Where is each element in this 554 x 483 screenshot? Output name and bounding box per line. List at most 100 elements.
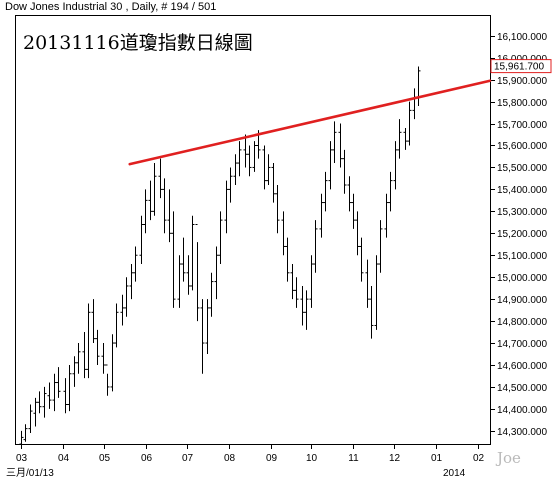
last-value-marker: 15,961.700 xyxy=(490,59,552,74)
x-tick-label: 01 xyxy=(431,453,443,464)
ohlc-bar xyxy=(114,303,119,348)
ohlc-bar xyxy=(205,299,210,355)
x-tick-label: 12 xyxy=(389,453,401,464)
y-tick-label: 16,100.000 xyxy=(497,32,547,43)
x-tick-label: 02 xyxy=(473,453,485,464)
ohlc-bar xyxy=(300,285,305,326)
ohlc-bar xyxy=(237,141,242,177)
ohlc-bar xyxy=(82,332,87,379)
chart-header: Dow Jones Industrial 30 , Daily, # 194 /… xyxy=(5,1,217,13)
ohlc-bar xyxy=(72,356,77,387)
x-tick-label: 03 xyxy=(16,453,28,464)
ohlc-bar xyxy=(281,211,286,256)
ohlc-bar xyxy=(275,185,280,234)
ohlc-bar xyxy=(129,264,134,300)
ohlc-bar xyxy=(76,343,81,374)
y-tick-label: 14,300.000 xyxy=(497,427,547,438)
ohlc-bar xyxy=(319,193,324,238)
ohlc-bar xyxy=(162,178,167,234)
x-tick-label: 07 xyxy=(182,453,194,464)
ohlc-bar xyxy=(101,343,106,374)
ohlc-bar xyxy=(56,367,61,398)
ohlc-bar xyxy=(139,215,144,265)
x-tick-label: 05 xyxy=(99,453,111,464)
ohlc-bar xyxy=(378,220,383,273)
x-tick-label: 04 xyxy=(58,453,70,464)
ohlc-bar xyxy=(328,141,333,190)
ohlc-bar xyxy=(313,220,318,273)
y-axis-ticks: 14,300.000 14,400.000 14,500.000 14,600.000… xyxy=(490,32,547,438)
y-tick-label: 15,400.000 xyxy=(497,185,547,196)
ohlc-bars xyxy=(19,66,421,445)
ohlc-bar xyxy=(365,259,370,308)
ohlc-bar xyxy=(351,193,356,229)
plot-frame xyxy=(15,15,491,445)
y-tick-label: 14,500.000 xyxy=(497,383,547,394)
ohlc-bar xyxy=(393,141,398,190)
y-tick-label: 15,600.000 xyxy=(497,141,547,152)
x-axis-ticks: 03 04 05 06 07 08 09 10 11 12 01 02 xyxy=(16,444,485,464)
ohlc-bar xyxy=(158,158,163,199)
ohlc-bar xyxy=(304,290,309,330)
y-tick-label: 15,100.000 xyxy=(497,251,547,262)
ohlc-bar xyxy=(384,193,389,238)
x-tick-label: 09 xyxy=(266,453,278,464)
ohlc-bar xyxy=(120,294,125,326)
ohlc-bar xyxy=(105,364,110,396)
y-tick-label: 14,900.000 xyxy=(497,295,547,306)
ohlc-bar xyxy=(224,180,229,234)
ohlc-bar xyxy=(397,119,402,159)
ohlc-bar xyxy=(52,373,57,412)
x-start-label: 三月/01/13 xyxy=(6,467,54,479)
ohlc-bar xyxy=(347,176,352,212)
y-tick-label: 15,800.000 xyxy=(497,98,547,109)
y-tick-label: 15,300.000 xyxy=(497,207,547,218)
ohlc-bar xyxy=(323,171,328,212)
trendline xyxy=(128,79,492,166)
ohlc-bar xyxy=(23,424,28,442)
ohlc-bar xyxy=(42,386,47,418)
ohlc-bar xyxy=(177,255,182,308)
ohlc-bar xyxy=(67,364,72,412)
ohlc-bar xyxy=(214,246,219,300)
y-tick-label: 15,000.000 xyxy=(497,273,547,284)
ohlc-bar xyxy=(271,163,276,203)
ohlc-bar xyxy=(133,246,138,282)
ohlc-bar xyxy=(110,334,115,392)
ohlc-bar xyxy=(91,299,96,344)
watermark: Joe xyxy=(497,449,521,467)
ohlc-bar xyxy=(374,255,379,330)
ohlc-bar xyxy=(266,154,271,186)
y-tick-label: 15,500.000 xyxy=(497,163,547,174)
y-tick-label: 14,400.000 xyxy=(497,405,547,416)
ohlc-bar xyxy=(355,211,360,256)
ohlc-bar xyxy=(252,141,257,172)
ohlc-bar xyxy=(369,285,374,339)
ohlc-bar xyxy=(28,404,33,434)
x-tick-label: 10 xyxy=(306,453,318,464)
y-tick-label: 14,800.000 xyxy=(497,317,547,328)
ohlc-bar xyxy=(95,329,100,365)
ohlc-bar xyxy=(342,149,347,194)
ohlc-bar xyxy=(359,237,364,282)
ohlc-bar xyxy=(37,391,42,414)
ohlc-bar xyxy=(47,382,52,409)
y-tick-label: 15,200.000 xyxy=(497,229,547,240)
ohlc-bar xyxy=(152,163,157,216)
y-tick-label: 14,700.000 xyxy=(497,339,547,350)
x-tick-label: 08 xyxy=(224,453,236,464)
ohlc-bar xyxy=(416,66,421,106)
ohlc-bar xyxy=(195,224,200,322)
ohlc-bar xyxy=(412,88,417,120)
x-year-label: 2014 xyxy=(443,468,466,479)
ohlc-bar xyxy=(285,237,290,282)
ohlc-bar xyxy=(190,215,195,291)
ohlc-bar xyxy=(143,189,148,234)
x-tick-label: 06 xyxy=(141,453,153,464)
ohlc-bar xyxy=(388,171,393,212)
ohlc-bar xyxy=(403,127,408,150)
ohlc-bar xyxy=(124,277,129,317)
y-tick-label: 15,700.000 xyxy=(497,120,547,131)
